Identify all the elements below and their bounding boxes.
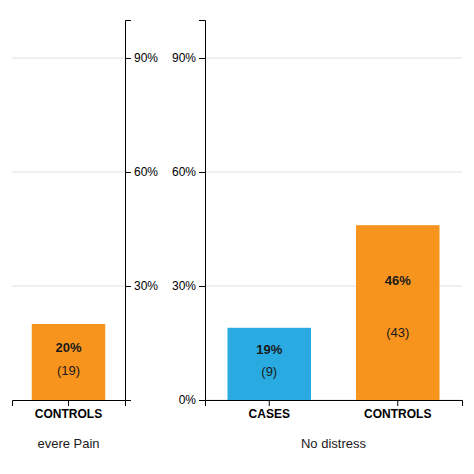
y-tick: 30% [172, 279, 205, 293]
x-tick-mark [68, 400, 69, 406]
y-tick-label: 90% [134, 51, 158, 65]
panel: 19% (9) 46% (43) 0% 30% 60% 90% CASES CONTROLS No … [172, 21, 463, 452]
y-tick-label: 0% [179, 393, 197, 407]
x-tick: CASES [249, 400, 290, 421]
count-label: (9) [261, 364, 277, 379]
y-axis: 30% 60% 90% [125, 21, 158, 401]
y-tick-label: 60% [172, 165, 196, 179]
chart: 20% (19) 30% 60% 90% CONTROLS evere Pain 19% (9)… [0, 0, 474, 474]
grid-line [12, 58, 125, 59]
x-axis-title: evere Pain [37, 436, 99, 451]
y-tick-mark [125, 172, 131, 173]
y-tick-mark [125, 58, 131, 59]
x-tick-label: CONTROLS [364, 407, 431, 421]
y-tick: 90% [172, 51, 205, 65]
grid-line [205, 172, 462, 173]
y-tick: 0% [179, 393, 205, 407]
x-tick-label: CASES [249, 407, 290, 421]
bars [227, 225, 439, 400]
x-tick-mark [269, 400, 270, 406]
y-tick-mark [125, 286, 131, 287]
grid [12, 58, 125, 286]
grid-line [12, 172, 125, 173]
x-axis-line [206, 401, 463, 407]
x-tick-label: CONTROLS [35, 407, 102, 421]
grid-line [12, 286, 125, 287]
x-axis-line [13, 401, 126, 407]
bars [32, 324, 105, 400]
panel: 20% (19) 30% 60% 90% CONTROLS evere Pain [12, 21, 158, 452]
y-tick-label: 30% [134, 279, 158, 293]
grid [205, 58, 462, 400]
y-axis: 0% 30% 60% 90% [172, 21, 206, 408]
count-label: (19) [57, 363, 80, 378]
y-tick-mark [199, 58, 205, 59]
value-label: 19% [256, 342, 282, 357]
y-axis-line [126, 21, 132, 401]
grid-line [205, 58, 462, 59]
y-tick: 90% [125, 51, 158, 65]
x-tick-mark [397, 400, 398, 406]
value-label: 46% [385, 273, 411, 288]
count-label: (43) [386, 325, 409, 340]
x-axis: CONTROLS [13, 400, 126, 421]
data-labels: 20% (19) [55, 340, 81, 378]
bar [356, 225, 440, 400]
y-axis-line [199, 21, 206, 401]
bar [32, 324, 105, 400]
y-tick: 60% [172, 165, 205, 179]
x-axis: CASES CONTROLS [206, 400, 463, 421]
x-tick: CONTROLS [35, 400, 102, 421]
y-tick-label: 60% [134, 165, 158, 179]
y-tick-mark [199, 400, 205, 401]
y-tick-mark [199, 172, 205, 173]
y-tick-mark [199, 286, 205, 287]
y-tick: 30% [125, 279, 158, 293]
bar [227, 328, 311, 400]
y-tick: 60% [125, 165, 158, 179]
x-tick: CONTROLS [364, 400, 431, 421]
value-label: 20% [55, 340, 81, 355]
data-labels: 19% (9) 46% (43) [256, 273, 411, 379]
y-tick-label: 90% [172, 51, 196, 65]
y-tick-label: 30% [172, 279, 196, 293]
x-axis-title: No distress [301, 436, 367, 451]
